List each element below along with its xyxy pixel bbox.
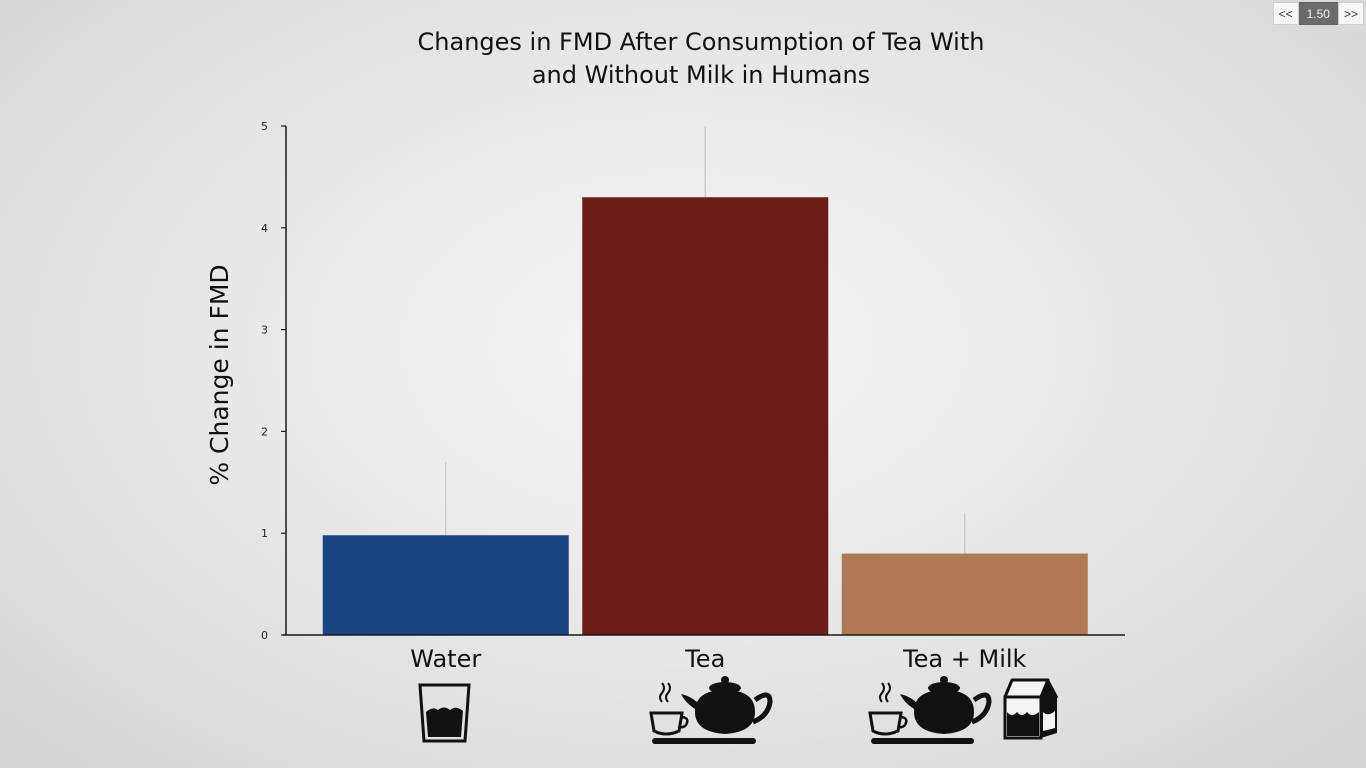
speed-increase-button[interactable]: >>: [1337, 2, 1364, 25]
teacup-and-teapot-icon: [649, 676, 773, 744]
speed-decrease-button[interactable]: <<: [1272, 2, 1299, 25]
y-tick-label: 1: [261, 527, 268, 540]
y-tick-label: 4: [261, 222, 268, 235]
bar-water: [322, 535, 569, 635]
teacup-icon: [649, 682, 689, 736]
milk-carton-icon: [1003, 678, 1058, 740]
playback-speed-control: << 1.50 >>: [1272, 2, 1364, 25]
bars: [322, 197, 1088, 635]
bar-tea: [582, 197, 829, 635]
tray-icon: [652, 738, 756, 744]
y-tick-label: 5: [261, 120, 268, 133]
chart-title: Changes in FMD After Consumption of Tea …: [418, 28, 985, 89]
y-tick-label: 2: [261, 425, 268, 438]
y-axis-ticks: 0 1 2 3 4 5: [261, 120, 286, 642]
bar-tea-milk: [841, 553, 1088, 635]
teapot-icon: [900, 676, 992, 734]
category-labels: Water Tea Tea + Milk: [410, 645, 1026, 673]
category-label: Tea + Milk: [902, 645, 1026, 673]
y-axis-label: % Change in FMD: [205, 264, 234, 485]
error-bars: [445, 126, 966, 554]
teapot-icon: [681, 676, 773, 734]
tray-icon: [871, 738, 974, 744]
category-label: Tea: [684, 645, 725, 673]
y-tick-label: 0: [261, 629, 268, 642]
speed-value: 1.50: [1298, 2, 1338, 25]
water-glass-icon: [418, 683, 471, 743]
category-label: Water: [410, 645, 481, 673]
teacup-teapot-and-milk-carton-icon: [868, 676, 1058, 744]
chart-title-line-1: Changes in FMD After Consumption of Tea …: [418, 28, 985, 56]
y-tick-label: 3: [261, 324, 268, 337]
teacup-icon: [868, 682, 908, 736]
chart-title-line-2: and Without Milk in Humans: [532, 61, 870, 89]
